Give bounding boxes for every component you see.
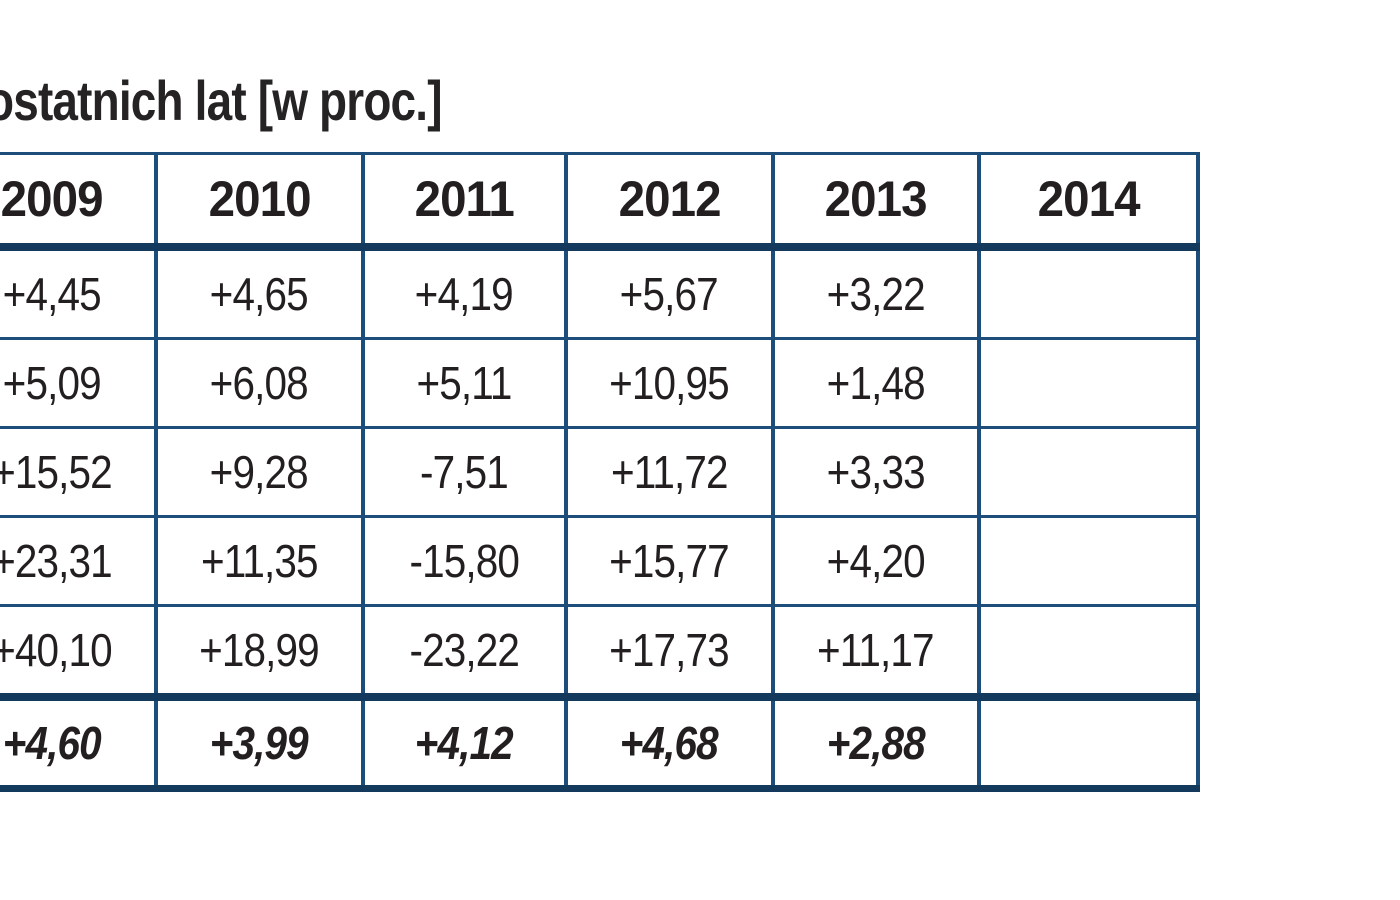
value-cell: +6,08 xyxy=(153,337,365,429)
year-header-text: 2010 xyxy=(208,171,311,227)
value-cell: +40,10 xyxy=(0,604,158,699)
year-header-cell: 2009 xyxy=(0,152,158,251)
year-header-cell: 2010 xyxy=(153,152,365,251)
value-text: +11,35 xyxy=(200,535,319,587)
value-text: -23,22 xyxy=(409,624,519,676)
value-text: +5,11 xyxy=(416,357,513,409)
value-cell: -15,80 xyxy=(360,515,568,607)
year-header-text: 2011 xyxy=(414,171,515,227)
annual-returns-table: 2009 2010 2011 2012 2013 2014 +4,45 +4,6… xyxy=(0,152,1201,792)
year-header-cell: 2013 xyxy=(770,152,981,251)
table-row: +23,31 +11,35 -15,80 +15,77 +4,20 xyxy=(0,515,1201,607)
value-cell: +10,95 xyxy=(563,337,775,429)
table-row: +4,45 +4,65 +4,19 +5,67 +3,22 xyxy=(0,245,1201,340)
value-text: +40,10 xyxy=(0,624,113,676)
value-text: +3,33 xyxy=(826,446,926,498)
table-summary-row: +4,60 +3,99 +4,12 +4,68 +2,88 xyxy=(0,693,1201,792)
value-text: +5,67 xyxy=(620,268,719,320)
table-row: +40,10 +18,99 -23,22 +17,73 +11,17 xyxy=(0,604,1201,699)
value-text: -7,51 xyxy=(420,446,509,498)
value-text: -15,80 xyxy=(409,535,519,587)
value-cell: +5,11 xyxy=(360,337,568,429)
value-cell xyxy=(976,245,1201,340)
page-title: ostatnich lat [w proc.] xyxy=(0,69,442,132)
value-cell: +18,99 xyxy=(153,604,365,699)
value-cell: +4,65 xyxy=(153,245,365,340)
summary-value-text: +2,88 xyxy=(826,717,926,769)
value-cell: +1,48 xyxy=(770,337,981,429)
year-header-text: 2014 xyxy=(1037,171,1140,227)
summary-value-cell: +4,12 xyxy=(360,693,568,792)
summary-value-text: +4,68 xyxy=(620,717,719,769)
summary-value-text: +3,99 xyxy=(210,717,309,769)
value-cell: +15,52 xyxy=(0,426,158,518)
year-header-text: 2012 xyxy=(618,171,721,227)
table-header-row: 2009 2010 2011 2012 2013 2014 xyxy=(0,152,1201,251)
value-text: +4,20 xyxy=(826,535,926,587)
year-header-text: 2009 xyxy=(1,171,104,227)
value-text: +3,22 xyxy=(826,268,926,320)
summary-value-text: +4,60 xyxy=(2,717,102,769)
summary-value-cell: +3,99 xyxy=(153,693,365,792)
value-text: +5,09 xyxy=(2,357,102,409)
value-cell: +11,17 xyxy=(770,604,981,699)
value-text: +4,19 xyxy=(415,268,514,320)
value-text: +6,08 xyxy=(210,357,309,409)
value-text: +9,28 xyxy=(210,446,309,498)
value-cell: +11,72 xyxy=(563,426,775,518)
value-text: +1,48 xyxy=(826,357,926,409)
value-cell: +15,77 xyxy=(563,515,775,607)
value-cell: +4,45 xyxy=(0,245,158,340)
value-cell xyxy=(976,337,1201,429)
table-row: +15,52 +9,28 -7,51 +11,72 +3,33 xyxy=(0,426,1201,518)
value-cell: +3,22 xyxy=(770,245,981,340)
value-text: +18,99 xyxy=(199,624,320,676)
value-cell: +9,28 xyxy=(153,426,365,518)
value-text: +23,31 xyxy=(0,535,113,587)
value-cell xyxy=(976,515,1201,607)
value-cell xyxy=(976,604,1201,699)
value-cell: -7,51 xyxy=(360,426,568,518)
value-text: +11,17 xyxy=(817,624,935,676)
value-cell: +23,31 xyxy=(0,515,158,607)
value-cell: +5,09 xyxy=(0,337,158,429)
value-text: +4,65 xyxy=(210,268,309,320)
summary-value-text: +4,12 xyxy=(415,717,514,769)
value-text: +15,77 xyxy=(609,535,730,587)
value-cell: +5,67 xyxy=(563,245,775,340)
summary-value-cell xyxy=(976,693,1201,792)
table-row: +5,09 +6,08 +5,11 +10,95 +1,48 xyxy=(0,337,1201,429)
value-text: +4,45 xyxy=(2,268,102,320)
value-text: +10,95 xyxy=(609,357,730,409)
value-cell: +4,20 xyxy=(770,515,981,607)
value-text: +15,52 xyxy=(0,446,113,498)
year-header-text: 2013 xyxy=(824,171,928,227)
value-cell: +11,35 xyxy=(153,515,365,607)
value-cell: +3,33 xyxy=(770,426,981,518)
year-header-cell: 2012 xyxy=(563,152,775,251)
value-text: +11,72 xyxy=(610,446,729,498)
year-header-cell: 2014 xyxy=(976,152,1201,251)
summary-value-cell: +2,88 xyxy=(770,693,981,792)
value-cell xyxy=(976,426,1201,518)
value-cell: -23,22 xyxy=(360,604,568,699)
year-header-cell: 2011 xyxy=(360,152,568,251)
summary-value-cell: +4,68 xyxy=(563,693,775,792)
value-text: +17,73 xyxy=(609,624,730,676)
value-cell: +4,19 xyxy=(360,245,568,340)
summary-value-cell: +4,60 xyxy=(0,693,158,792)
value-cell: +17,73 xyxy=(563,604,775,699)
